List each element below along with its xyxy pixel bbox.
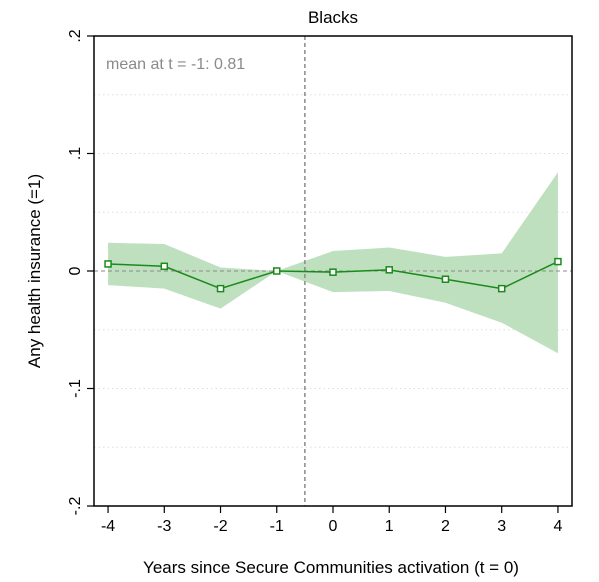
y-axis-title: Any health insurance (=1) — [25, 174, 44, 368]
confidence-band — [108, 172, 558, 354]
x-tick-label: -2 — [213, 518, 227, 535]
mean-annotation: mean at t = -1: 0.81 — [106, 56, 245, 73]
y-tick-label: -.1 — [67, 379, 84, 398]
data-point — [329, 268, 337, 276]
x-tick-label: 1 — [385, 518, 394, 535]
data-point — [104, 260, 112, 268]
x-tick-label: -1 — [270, 518, 284, 535]
x-tick-label: -4 — [101, 518, 115, 535]
data-point — [216, 284, 225, 293]
x-axis-ticks: -4 -3 -2 -1 0 1 2 3 4 — [101, 506, 562, 535]
x-tick-label: 2 — [441, 518, 450, 535]
data-point — [385, 266, 393, 274]
chart-title: Blacks — [308, 8, 358, 27]
x-axis-title: Years since Secure Communities activatio… — [143, 558, 519, 577]
ci-band — [108, 172, 558, 354]
data-point — [554, 257, 562, 266]
data-point — [441, 275, 450, 283]
data-point — [273, 267, 281, 275]
y-tick-label: .2 — [67, 29, 84, 42]
y-tick-label: .1 — [67, 147, 84, 160]
x-tick-label: 4 — [553, 518, 562, 535]
data-points — [104, 257, 562, 293]
x-tick-label: -3 — [157, 518, 171, 535]
data-point — [160, 262, 169, 271]
x-tick-label: 0 — [329, 518, 338, 535]
y-axis-ticks: .2 .1 0 -.1 -.2 — [67, 29, 94, 515]
y-tick-label: -.2 — [67, 497, 84, 516]
data-point — [497, 284, 506, 293]
x-tick-label: 3 — [497, 518, 506, 535]
y-tick-label: 0 — [67, 266, 84, 275]
